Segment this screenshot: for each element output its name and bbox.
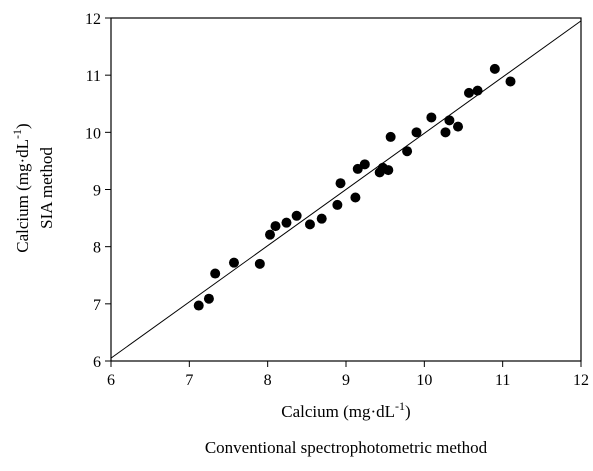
y-tick-label: 11 — [86, 68, 101, 85]
data-point — [265, 229, 276, 240]
y-tick-label: 9 — [93, 183, 101, 200]
x-tick-label: 12 — [573, 372, 589, 389]
data-point — [426, 112, 437, 123]
data-point — [385, 131, 396, 142]
x-tick-label: 11 — [495, 372, 510, 389]
axis-ticks: 6 7 8 9 10 11 12 6 7 8 9 10 11 12 — [85, 11, 589, 389]
y-axis-title: Calcium (mg·dL-1) — [10, 123, 32, 252]
data-point — [505, 76, 516, 87]
x-tick-label: 8 — [264, 372, 272, 389]
y-tick-label: 8 — [93, 240, 101, 257]
x-tick-label: 7 — [185, 372, 193, 389]
data-point — [203, 293, 214, 304]
y-tick-label: 10 — [85, 125, 101, 142]
data-point — [359, 159, 370, 170]
data-point — [383, 165, 394, 176]
reference-line — [110, 20, 582, 359]
data-point — [316, 213, 327, 224]
data-point — [411, 127, 422, 138]
data-point — [463, 87, 474, 98]
x-tick-label: 10 — [416, 372, 432, 389]
x-axis-subtitle: Conventional spectrophotometric method — [205, 438, 488, 457]
x-tick-label: 9 — [342, 372, 350, 389]
data-point — [440, 127, 451, 138]
data-point — [210, 268, 221, 279]
data-point — [489, 63, 500, 74]
x-axis-title: Calcium (mg·dL-1) — [281, 399, 410, 421]
y-tick-label: 12 — [85, 11, 101, 28]
data-point — [444, 115, 455, 126]
data-point — [350, 192, 361, 203]
data-point — [335, 178, 346, 189]
y-tick-label: 7 — [93, 297, 101, 314]
data-point — [304, 219, 315, 230]
data-points — [193, 63, 516, 311]
data-point — [472, 85, 483, 96]
data-point — [193, 300, 204, 311]
data-point — [402, 146, 413, 157]
data-point — [281, 217, 292, 228]
data-point — [228, 257, 239, 268]
data-point — [453, 121, 464, 132]
data-point — [270, 221, 281, 232]
data-point — [352, 163, 363, 174]
y-axis-subtitle: SIA method — [37, 147, 56, 229]
data-point — [332, 199, 343, 210]
data-point — [291, 210, 302, 221]
y-tick-label: 6 — [93, 354, 101, 371]
x-tick-label: 6 — [107, 372, 115, 389]
data-point — [254, 258, 265, 269]
